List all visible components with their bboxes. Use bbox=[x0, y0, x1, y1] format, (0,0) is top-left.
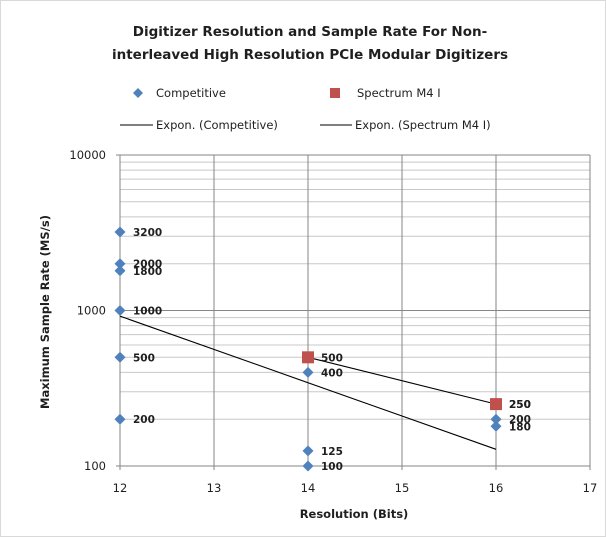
legend-marker-competitive bbox=[133, 88, 143, 98]
data-point-square bbox=[302, 351, 314, 364]
legend-label-expon-spectrum: Expon. (Spectrum M4 I) bbox=[355, 118, 491, 132]
data-point-diamond bbox=[302, 460, 314, 472]
data-label: 1800 bbox=[133, 266, 162, 278]
x-tick-label: 16 bbox=[489, 481, 504, 495]
tick-labels: 12 13 14 15 16 17 100 1000 10000 bbox=[69, 148, 597, 495]
data-label: 500 bbox=[133, 352, 155, 364]
data-labels: 3200200018001000500200400125100250200180… bbox=[133, 227, 531, 473]
trendlines bbox=[119, 315, 497, 450]
data-point-diamond bbox=[490, 420, 502, 432]
data-point-diamond bbox=[302, 366, 314, 378]
legend-label-expon-competitive: Expon. (Competitive) bbox=[156, 118, 278, 132]
data-label: 1000 bbox=[133, 306, 162, 318]
x-tick-label: 12 bbox=[113, 481, 128, 495]
data-point-diamond bbox=[114, 413, 126, 425]
data-point-diamond bbox=[114, 258, 126, 270]
trendline bbox=[119, 315, 497, 450]
x-tick-label: 17 bbox=[583, 481, 598, 495]
trendline bbox=[307, 356, 497, 405]
chart-title-line-2: interleaved High Resolution PCIe Modular… bbox=[112, 47, 508, 63]
x-tick-label: 15 bbox=[395, 481, 410, 495]
data-point-diamond bbox=[302, 445, 314, 457]
data-label: 500 bbox=[321, 352, 343, 364]
data-label: 250 bbox=[509, 399, 531, 411]
data-label: 200 bbox=[509, 414, 531, 426]
y-tick-label: 1000 bbox=[77, 304, 106, 318]
data-point-diamond bbox=[490, 413, 502, 425]
x-axis-title: Resolution (Bits) bbox=[300, 507, 409, 521]
x-tick-label: 14 bbox=[301, 481, 316, 495]
data-point-diamond bbox=[114, 305, 126, 316]
data-point-diamond bbox=[114, 265, 126, 277]
data-point-diamond bbox=[114, 351, 126, 363]
y-tick-label: 100 bbox=[84, 459, 106, 473]
y-tick-label: 10000 bbox=[69, 148, 106, 162]
data-label: 2000 bbox=[133, 259, 162, 271]
legend-label-spectrum: Spectrum M4 I bbox=[357, 86, 441, 100]
data-label: 250 bbox=[509, 399, 531, 411]
x-tick-label: 13 bbox=[207, 481, 222, 495]
data-point-square bbox=[490, 398, 502, 411]
data-label: 3200 bbox=[133, 227, 162, 239]
chart-title-line-1: Digitizer Resolution and Sample Rate For… bbox=[133, 24, 487, 40]
legend-marker-spectrum bbox=[330, 88, 340, 98]
data-marks bbox=[114, 226, 502, 472]
legend: Competitive Spectrum M4 I Expon. (Compet… bbox=[120, 86, 491, 132]
data-label: 400 bbox=[321, 367, 343, 379]
data-label: 200 bbox=[133, 414, 155, 426]
data-label: 125 bbox=[321, 446, 343, 458]
y-axis-title: Maximum Sample Rate (MS/s) bbox=[38, 215, 52, 409]
data-label: 100 bbox=[321, 461, 343, 473]
data-point-diamond bbox=[114, 226, 126, 238]
legend-label-competitive: Competitive bbox=[156, 86, 226, 100]
data-label: 180 bbox=[509, 421, 531, 433]
